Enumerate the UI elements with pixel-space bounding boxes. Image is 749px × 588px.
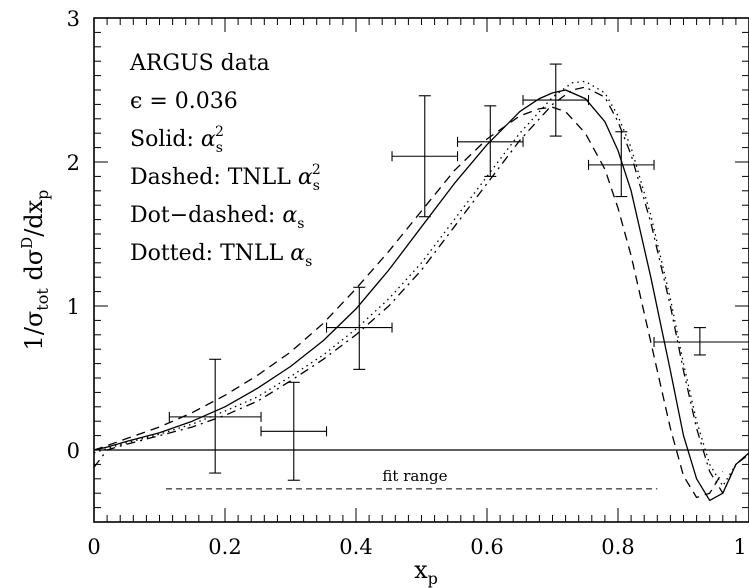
data-point [653,327,749,356]
legend-entry: Solid: αs2 [130,124,224,156]
legend-entry: Dashed: TNLL αs2 [130,162,321,194]
legend-entry: Dot−dashed: αs [130,203,304,232]
data-points [168,63,749,481]
data-point [391,95,459,218]
epsilon-label: ϵ = 0.036 [130,89,238,114]
y-tick-label: 3 [67,7,80,31]
data-point [168,358,262,474]
x-tick-label: 0.6 [470,535,503,559]
legend: ARGUS data ϵ = 0.036 Solid: αs2 Dashed: TNL… [129,51,321,270]
y-tick-label: 2 [67,151,80,175]
x-tick-label: 0 [87,535,100,559]
data-point [456,105,524,177]
fit-range-label: fit range [382,467,447,485]
y-axis-title: 1/σtot dσD/dxp [18,190,52,351]
curve-solid [93,89,749,502]
data-point [587,131,655,198]
fit-range-marker: fit range [166,467,658,490]
data-label: ARGUS data [129,51,270,76]
x-tick-label: 1 [733,535,746,559]
x-tick-label: 0.8 [601,535,634,559]
legend-entry: Dotted: TNLL αs [130,241,312,270]
data-point [260,381,328,481]
data-point [522,63,590,137]
x-tick-label: 0.2 [208,535,241,559]
theory-curves [93,80,749,502]
curve-dashed [93,106,724,499]
y-tick-label: 0 [67,439,80,463]
data-point [325,286,393,370]
axis-ticks: 0 0.2 0.4 0.6 0.8 1 0 1 2 3 [67,7,749,559]
y-tick-label: 1 [67,295,80,319]
x-tick-label: 0.4 [339,535,372,559]
curve-dotdash [93,86,749,494]
x-axis-title: xp [414,556,438,588]
